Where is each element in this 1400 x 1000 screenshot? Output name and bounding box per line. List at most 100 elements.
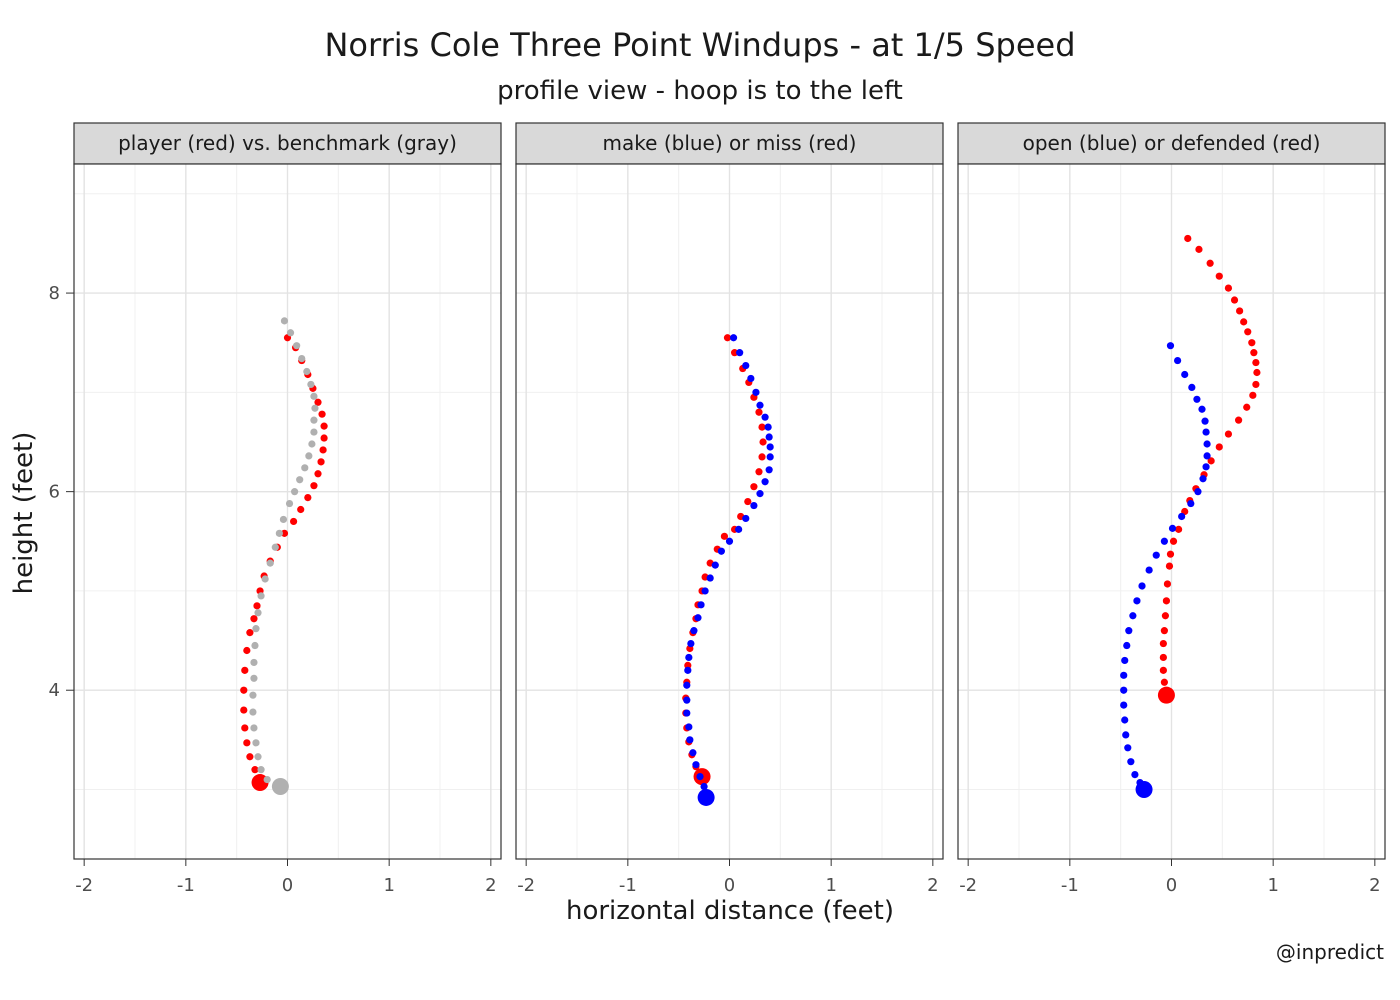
start-point xyxy=(1157,686,1175,704)
data-point xyxy=(1252,358,1260,367)
data-point xyxy=(251,641,259,650)
data-point xyxy=(766,453,774,461)
series-2 xyxy=(249,317,319,796)
data-point xyxy=(683,681,691,689)
data-point xyxy=(1169,537,1178,545)
data-point xyxy=(1195,245,1203,253)
data-point xyxy=(756,490,764,498)
x-tick-label: 0 xyxy=(282,875,293,896)
data-point xyxy=(1120,701,1128,709)
data-point xyxy=(1127,758,1135,766)
data-point xyxy=(1240,318,1248,326)
data-point xyxy=(243,739,251,747)
y-tick-label: 8 xyxy=(49,283,60,304)
data-point xyxy=(1163,580,1172,588)
data-point xyxy=(1121,716,1129,724)
data-point xyxy=(293,342,301,350)
y-tick-label: 6 xyxy=(49,482,60,503)
data-point xyxy=(286,329,295,337)
data-point xyxy=(758,453,766,461)
data-point xyxy=(1252,380,1260,389)
data-point xyxy=(1178,512,1186,521)
data-point xyxy=(320,434,328,442)
data-point xyxy=(285,499,294,508)
data-point xyxy=(1129,612,1137,620)
data-point xyxy=(1244,328,1252,336)
data-point xyxy=(1188,383,1196,391)
data-point xyxy=(1168,524,1177,532)
data-point xyxy=(758,423,766,431)
data-point xyxy=(717,547,725,555)
data-point xyxy=(755,468,763,476)
data-point xyxy=(750,501,758,510)
series-2 xyxy=(1120,342,1211,798)
x-tick-label: 1 xyxy=(825,875,836,896)
data-point xyxy=(1133,597,1141,605)
data-point xyxy=(761,413,769,421)
data-point xyxy=(297,505,305,514)
data-point xyxy=(257,592,265,600)
data-point xyxy=(725,537,734,545)
data-point xyxy=(684,661,692,669)
data-point xyxy=(1175,525,1183,533)
x-tick-label: 1 xyxy=(383,875,394,896)
data-point xyxy=(240,706,248,714)
data-point xyxy=(241,724,249,732)
data-point xyxy=(271,543,279,551)
x-tick-label: -1 xyxy=(1061,875,1079,896)
data-point xyxy=(683,709,691,717)
data-point xyxy=(320,422,328,430)
data-point xyxy=(1131,771,1139,779)
data-point xyxy=(251,766,259,774)
data-point xyxy=(1187,499,1195,508)
data-point xyxy=(1159,653,1167,662)
data-point xyxy=(1203,440,1211,448)
data-point xyxy=(1215,443,1223,451)
data-point xyxy=(683,696,691,704)
data-point xyxy=(1181,370,1189,379)
data-point xyxy=(1174,356,1182,365)
data-point xyxy=(303,367,311,376)
data-point xyxy=(1160,678,1168,686)
data-point xyxy=(1121,656,1129,665)
data-point xyxy=(1199,475,1207,483)
data-point xyxy=(755,408,763,416)
data-point xyxy=(1124,744,1132,752)
data-point xyxy=(730,349,739,357)
data-point xyxy=(697,601,705,609)
data-point xyxy=(1202,428,1210,436)
data-point xyxy=(250,615,258,623)
data-point xyxy=(736,349,744,357)
data-point xyxy=(684,666,692,674)
data-point xyxy=(1162,597,1171,605)
data-point xyxy=(249,708,257,716)
data-point xyxy=(314,398,322,406)
data-point xyxy=(700,782,708,791)
data-point xyxy=(759,438,767,446)
data-point xyxy=(687,639,695,648)
data-point xyxy=(1201,417,1209,425)
data-point xyxy=(1249,391,1257,399)
data-point xyxy=(1145,566,1153,574)
data-point xyxy=(254,609,262,617)
data-point xyxy=(765,466,773,474)
data-point xyxy=(279,515,288,524)
data-point xyxy=(311,404,319,412)
start-point xyxy=(1135,781,1153,798)
data-point xyxy=(298,355,306,363)
data-point xyxy=(1224,284,1233,292)
data-point xyxy=(308,440,316,448)
data-point xyxy=(296,476,304,484)
x-tick-label: 2 xyxy=(927,875,938,896)
data-point xyxy=(252,625,260,633)
start-point xyxy=(697,788,715,806)
data-point xyxy=(290,517,298,526)
data-point xyxy=(310,416,318,424)
data-point xyxy=(319,446,327,454)
data-point xyxy=(1206,259,1214,267)
x-tick-label: -1 xyxy=(619,875,637,896)
x-tick-label: 0 xyxy=(1166,875,1177,896)
data-point xyxy=(720,532,729,540)
strip-label: make (blue) or miss (red) xyxy=(603,131,857,155)
chart-title: Norris Cole Three Point Windups - at 1/5… xyxy=(324,26,1076,64)
